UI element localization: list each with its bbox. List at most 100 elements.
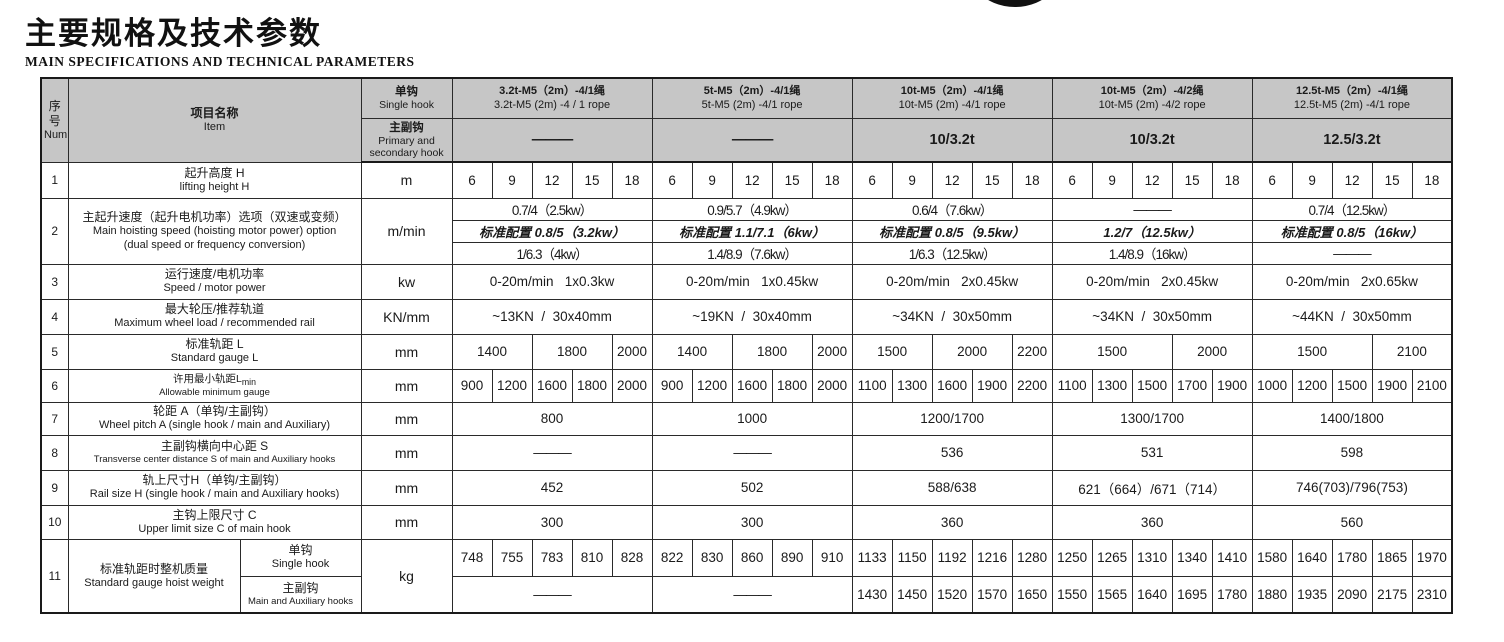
cell: 1410 (1211, 538, 1253, 577)
dual-config-4: 10/3.2t (1051, 117, 1253, 163)
cell: 1/6.3（12.5kw） (851, 241, 1053, 265)
label-cn: 轮距 A（单钩/主副钩） (153, 404, 276, 419)
header-row-models: 序号 Num. 项目名称 Item 单钩 Single hook 3.2t-M5… (40, 77, 1453, 163)
cell: 598 (1251, 434, 1453, 471)
cell: 6 (1251, 161, 1293, 199)
cell: ——— (451, 575, 653, 614)
cell: 标准配置 0.8/5（16kw） (1251, 219, 1453, 243)
cell: 1000 (1251, 368, 1293, 403)
cell: 1300 (891, 368, 933, 403)
unit-cell: mm (360, 504, 453, 540)
header-dual-hook: 主副钩 Primary and secondary hook (360, 117, 453, 163)
cell: 1200 (691, 368, 733, 403)
cell: 746(703)/796(753) (1251, 469, 1453, 506)
cell: 830 (691, 538, 733, 577)
cell: 1780 (1211, 575, 1253, 614)
cell: ~13KN / 30x40mm (451, 298, 653, 335)
row-label: 主起升速度（起升电机功率）选项（双速或变频） Main hoisting spe… (67, 197, 362, 265)
header-num-cn: 序号 (48, 98, 61, 128)
label-cn: 标准轨距时整机质量 (99, 561, 208, 576)
cell: 452 (451, 469, 653, 506)
dual-config-3: 10/3.2t (851, 117, 1053, 163)
label-en2: (dual speed or frequency conversion) (123, 238, 306, 251)
cell: 2000 (611, 333, 653, 370)
row-num: 11 (40, 538, 69, 614)
row-num: 8 (40, 434, 69, 471)
row-travel-speed: 3 运行速度/电机功率 Speed / motor power kw 0-20m… (40, 263, 1453, 300)
unit-cell: KN/mm (360, 298, 453, 335)
model-header-5: 12.5t-M5（2m）-4/1绳 12.5t-M5 (2m) -4/1 rop… (1251, 77, 1453, 119)
model-4-cn: 10t-M5（2m）-4/2绳 (1100, 84, 1204, 97)
cell: ——— (451, 434, 653, 471)
cell: ——— (1251, 241, 1453, 265)
label-cn: 许用最小轨距Lmin (71, 373, 359, 388)
cell: 531 (1051, 434, 1253, 471)
cell: 1640 (1131, 575, 1173, 614)
row-label: 最大轮压/推荐轨道 Maximum wheel load / recommend… (67, 298, 362, 335)
cell: 1880 (1251, 575, 1293, 614)
cell: 1565 (1091, 575, 1133, 614)
cell: 12 (931, 161, 973, 199)
cell: 标准配置 0.8/5（9.5kw） (851, 219, 1053, 243)
cell: 1500 (1131, 368, 1173, 403)
cell: 2200 (1011, 368, 1053, 403)
cell: 1430 (851, 575, 893, 614)
model-2-cn: 5t-M5（2m）-4/1绳 (703, 84, 801, 97)
header-single-hook: 单钩 Single hook (360, 77, 453, 119)
cell: 1.4/8.9（16kw） (1051, 241, 1253, 265)
dual-config-5: 12.5/3.2t (1251, 117, 1453, 163)
cell: 828 (611, 538, 653, 577)
cell: 1450 (891, 575, 933, 614)
single-hook-cn: 单钩 (288, 543, 313, 558)
cell: 1133 (851, 538, 893, 577)
unit-cell: kw (360, 263, 453, 300)
cell: 2000 (1171, 333, 1253, 370)
cell: 810 (571, 538, 613, 577)
row-hoisting-speed-3: 1/6.3（4kw） 1.4/8.9（7.6kw） 1/6.3（12.5kw） … (41, 241, 1453, 265)
model-5-en: 12.5t-M5 (2m) -4/1 rope (1293, 99, 1410, 112)
cell: 502 (651, 469, 853, 506)
cell: 1600 (531, 368, 573, 403)
cell: 800 (451, 401, 653, 436)
cell: 360 (851, 504, 1053, 540)
label-en: Rail size H (single hook / main and Auxi… (89, 488, 340, 501)
cell: 2000 (811, 368, 853, 403)
dual-hook-en: Main and Auxiliary hooks (247, 596, 354, 608)
row-num: 1 (40, 161, 69, 199)
cell: 15 (971, 161, 1013, 199)
label-cn: 主副钩横向中心距 S (160, 439, 269, 454)
label-en: Wheel pitch A (single hook / main and Au… (98, 419, 331, 432)
cell: 2000 (611, 368, 653, 403)
cell: 1150 (891, 538, 933, 577)
model-2-en: 5t-M5 (2m) -4/1 rope (701, 99, 803, 112)
cell: 1800 (731, 333, 813, 370)
row-hoisting-speed-1: 2 主起升速度（起升电机功率）选项（双速或变频） Main hoisting s… (40, 197, 1453, 265)
row-num: 2 (40, 197, 69, 265)
cell: 2000 (811, 333, 853, 370)
row-num: 6 (40, 368, 69, 403)
header-item-en: Item (203, 121, 226, 134)
row-label: 起升高度 H lifting height H (67, 161, 362, 199)
cell: 536 (851, 434, 1053, 471)
cell: ——— (651, 575, 853, 614)
row-minimum-gauge: 6 许用最小轨距Lmin Allowable minimum gauge mm … (40, 368, 1453, 403)
cell: ——— (1051, 197, 1253, 221)
cell: 1300 (1091, 368, 1133, 403)
cell: 783 (531, 538, 573, 577)
cell: 1865 (1371, 538, 1413, 577)
cell: 9 (1291, 161, 1333, 199)
cell: 300 (651, 504, 853, 540)
cell: 1250 (1051, 538, 1093, 577)
cell: 12 (1131, 161, 1173, 199)
cell: 1310 (1131, 538, 1173, 577)
row-num: 4 (40, 298, 69, 335)
model-header-4: 10t-M5（2m）-4/2绳 10t-M5 (2m) -4/2 rope (1051, 77, 1253, 119)
row-label: 标准轨距 L Standard gauge L (67, 333, 362, 370)
row-wheel-pitch: 7 轮距 A（单钩/主副钩） Wheel pitch A (single hoo… (40, 401, 1453, 436)
cell: 1780 (1331, 538, 1373, 577)
cell: 1200/1700 (851, 401, 1053, 436)
cell: 1695 (1171, 575, 1213, 614)
row-num: 9 (40, 469, 69, 506)
single-hook-en: Single hook (379, 99, 434, 112)
